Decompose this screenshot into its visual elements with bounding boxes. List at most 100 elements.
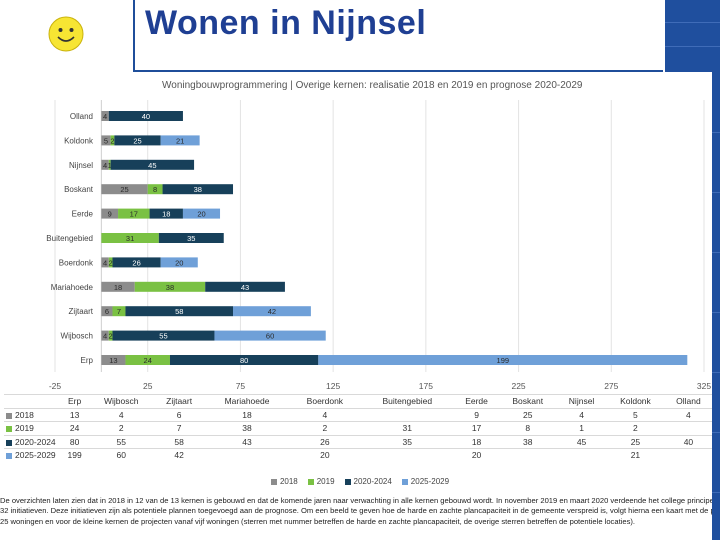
table-column-header: Buitengebied <box>359 394 455 408</box>
decorative-panel <box>665 0 720 72</box>
table-cell: 4 <box>557 407 606 422</box>
bar-segment <box>205 281 285 292</box>
table-cell: 24 <box>61 421 89 435</box>
table-column-header: Koldonk <box>606 394 665 408</box>
table-cell: 9 <box>454 407 499 422</box>
legend-item: 2025-2029 <box>401 477 450 486</box>
data-label: 38 <box>166 283 174 292</box>
table-cell: 20 <box>454 448 499 462</box>
table-cell: 17 <box>454 421 499 435</box>
data-label: 45 <box>148 161 156 170</box>
chart-title: Woningbouwprogrammering | Overige kernen… <box>162 80 583 91</box>
bar-segment <box>108 330 113 341</box>
data-label: 17 <box>130 210 138 219</box>
bar-segment <box>125 355 170 365</box>
table-cell: 13 <box>61 407 89 422</box>
bar-segment <box>233 306 311 317</box>
bar-segment <box>118 208 150 219</box>
category-label: Boskant <box>64 185 94 194</box>
table-row-label: 2025-2029 <box>4 448 61 462</box>
data-label: 60 <box>266 332 274 341</box>
bar-segment <box>134 281 206 292</box>
data-table: Erp Wijbosch Zijtaart Mariahoede Boerdonk Bui… <box>4 394 712 462</box>
table-cell <box>498 448 558 462</box>
bar-segment <box>112 257 161 268</box>
legend-label: 2025-2029 <box>410 477 450 486</box>
bar-segment <box>147 184 163 195</box>
table-column-header: Boskant <box>498 394 558 408</box>
row-label-text: 2025-2029 <box>15 450 56 461</box>
bar-segment <box>114 135 161 146</box>
table-cell: 18 <box>454 434 499 449</box>
table-cell: 55 <box>88 434 155 449</box>
data-label: 13 <box>109 356 117 365</box>
table-column-header: Olland <box>664 394 712 408</box>
table-cell: 60 <box>88 448 155 462</box>
table-column-header: Erp <box>61 394 89 408</box>
table-cell: 38 <box>204 421 291 435</box>
data-label: 58 <box>175 307 183 316</box>
row-label-text: 2018 <box>15 409 34 420</box>
data-label: 40 <box>142 112 150 121</box>
bar-segment <box>101 233 159 243</box>
table-cell: 8 <box>498 421 558 435</box>
row-label-text: 2020-2024 <box>15 436 56 447</box>
data-label: 24 <box>144 356 152 365</box>
table-cell: 31 <box>359 421 455 435</box>
table-cell: 26 <box>290 434 360 449</box>
bar-segment <box>101 330 109 341</box>
bar-segment <box>162 184 234 195</box>
bar-segment <box>169 355 319 365</box>
x-tick-label: 125 <box>326 381 340 391</box>
data-label: 7 <box>117 307 121 316</box>
category-label: Olland <box>70 112 93 121</box>
table-cell: 2 <box>606 421 665 435</box>
data-label: 18 <box>162 210 170 219</box>
table-cell: 25 <box>498 407 558 422</box>
legend-label: 2020-2024 <box>353 477 392 486</box>
data-label: 2 <box>109 332 113 341</box>
data-label: 25 <box>120 185 128 194</box>
slide-header: Wonen in Nijnsel <box>0 0 720 72</box>
table-cell: 58 <box>154 434 205 449</box>
table-cell: 20 <box>290 448 360 462</box>
x-tick-label: 75 <box>236 381 246 391</box>
bar-segment <box>108 257 113 268</box>
x-tick-label: 225 <box>511 381 525 391</box>
bar-segment <box>160 257 198 268</box>
bar-segment <box>101 135 111 146</box>
table-cell: 43 <box>204 434 291 449</box>
table-cell: 40 <box>664 434 712 449</box>
table-column-header: Zijtaart <box>154 394 205 408</box>
bar-segment <box>112 306 126 317</box>
logo-panel <box>0 0 135 72</box>
table-corner <box>4 394 61 408</box>
footer-line: 25 woningen en voor de kleine kernen de … <box>0 516 636 526</box>
x-tick-label: -25 <box>49 381 62 391</box>
category-label: Wijbosch <box>61 332 93 341</box>
table-cell: 5 <box>606 407 665 422</box>
bar-segment <box>101 184 148 195</box>
bar-segment <box>158 233 224 243</box>
table-column-header: Eerde <box>454 394 499 408</box>
legend-item: 2018 <box>270 477 298 486</box>
legend-swatch <box>270 478 277 485</box>
bar-segment <box>125 306 234 317</box>
x-tick-label: 275 <box>604 381 618 391</box>
footer-text: De overzichten laten zien dat in 2018 in… <box>0 496 712 527</box>
data-label: 2 <box>109 258 113 267</box>
footer-line: 32 initiatieven. Deze initiatieven zijn … <box>0 506 712 516</box>
table-cell <box>557 448 606 462</box>
data-label: 35 <box>187 234 195 243</box>
decorative-strip <box>712 72 720 540</box>
table-cell: 6 <box>154 407 205 422</box>
data-label: 26 <box>132 258 140 267</box>
bar-segment <box>110 135 115 146</box>
table-cell <box>664 448 712 462</box>
category-label: Buitengebied <box>46 234 93 243</box>
x-tick-label: 325 <box>697 381 711 391</box>
table-row: 2018 13 4 6 18 4 9 25 4 5 4 <box>4 407 712 422</box>
data-label: 4 <box>103 258 107 267</box>
footer-line: De overzichten laten zien dat in 2018 in… <box>0 496 712 505</box>
